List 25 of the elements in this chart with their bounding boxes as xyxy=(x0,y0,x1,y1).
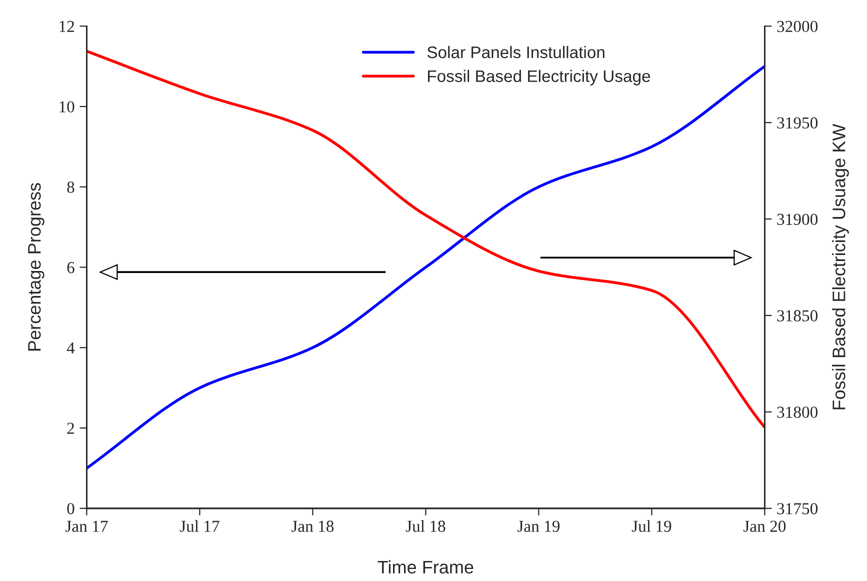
legend-label: Fossil Based Electricity Usage xyxy=(428,70,650,86)
y-axis-title: Percentage Progress xyxy=(28,183,44,351)
y-tick-label: 12 xyxy=(60,20,74,32)
y-tick-label: 2 xyxy=(67,422,74,434)
y2-axis-title: Fossil Based Electricity Usuage KW xyxy=(832,124,849,410)
y2-tick-label: 31900 xyxy=(777,214,818,225)
y2-tick-label: 31850 xyxy=(777,310,818,322)
y-tick-label: 0 xyxy=(67,503,74,514)
y2-tick-label: 31800 xyxy=(777,406,818,418)
x-tick-label: Jan 20 xyxy=(744,520,786,532)
y2-tick-label: 31750 xyxy=(777,503,818,514)
y-tick-label: 6 xyxy=(67,262,74,274)
x-tick-label: Jan 17 xyxy=(66,520,108,532)
x-tick-label: Jan 19 xyxy=(518,520,560,532)
x-tick-label: Jul 18 xyxy=(406,520,446,532)
y-tick-label: 10 xyxy=(60,101,74,112)
x-tick-label: Jul 19 xyxy=(632,520,672,532)
x-tick-label: Jan 18 xyxy=(292,520,334,532)
y2-tick-label: 32000 xyxy=(777,20,818,32)
legend-label: Solar Panels Instullation xyxy=(427,46,604,58)
x-tick-label: Jul 17 xyxy=(180,520,220,532)
y2-tick-label: 31950 xyxy=(777,117,818,129)
y-tick-label: 8 xyxy=(67,182,74,193)
y-tick-label: 4 xyxy=(66,342,75,354)
x-axis-title: Time Frame xyxy=(378,560,474,574)
